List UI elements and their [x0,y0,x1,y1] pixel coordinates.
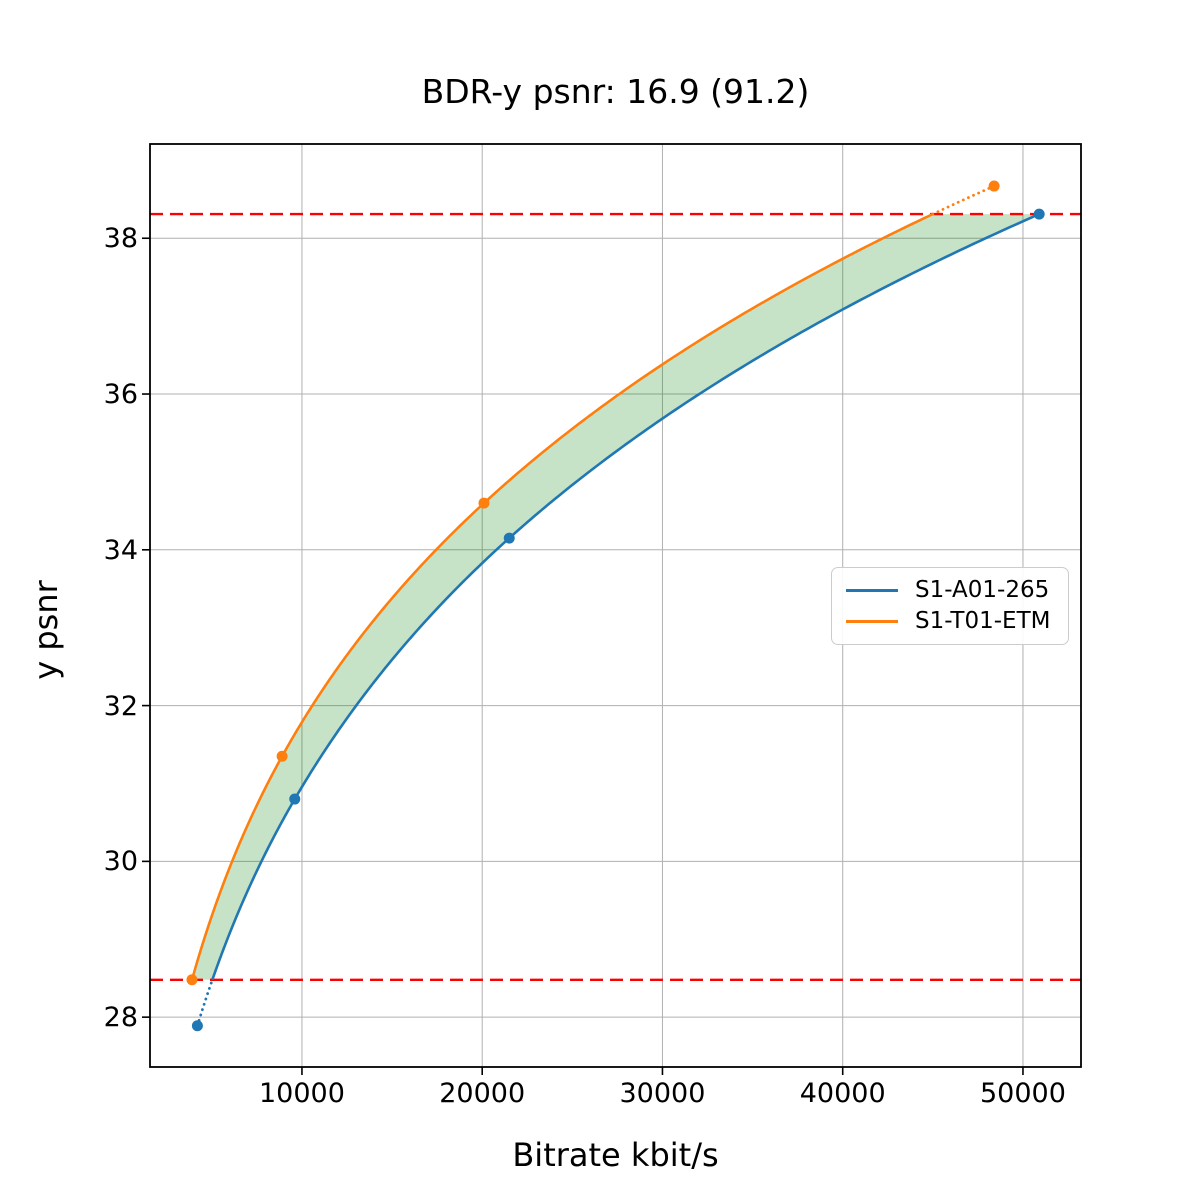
y-tick-label: 36 [103,379,138,411]
y-tick-label: 34 [103,534,138,566]
legend-label-series-0: S1-A01-265 [915,577,1050,603]
legend-entry: S1-A01-265 [846,579,1068,602]
curve-dotted-extrapolation [196,978,214,1028]
y-tick-label: 32 [103,690,138,722]
legend-label-series-1: S1-T01-ETM [915,608,1051,634]
legend: S1-A01-265 S1-T01-ETM [831,567,1069,645]
data-point [503,532,515,544]
series-curve-S1-T01-ETM [190,184,996,981]
x-tick-label: 10000 [258,1078,345,1109]
legend-line-sample-series-0 [846,589,898,592]
data-point [186,974,198,986]
plot-border [149,143,1082,1068]
data-point [276,750,288,762]
data-point [478,497,490,509]
y-tick-label: 38 [103,223,138,255]
data-point [988,180,1000,192]
y-tick-label: 30 [103,846,138,878]
data-point [191,1020,203,1032]
data-point [289,793,301,805]
chart-title: BDR-y psnr: 16.9 (91.2) [421,72,810,111]
y-tick-label: 28 [103,1002,138,1034]
legend-entry: S1-T01-ETM [846,610,1068,633]
overlap-bound-lines [150,212,1081,981]
x-tick-label: 50000 [980,1078,1066,1109]
curve-solid [190,212,934,981]
data-point [1033,208,1045,220]
series-curve-S1-A01-265 [196,212,1040,1028]
tick-marks [142,237,1024,1075]
series-markers-S1-A01-265 [191,208,1045,1032]
series-markers-S1-T01-ETM [186,180,1000,986]
legend-line-sample-series-1 [846,620,898,623]
x-tick-label: 40000 [799,1078,886,1109]
curve-solid [211,212,1040,981]
x-tick-label: 30000 [619,1078,706,1109]
x-axis-label: Bitrate kbit/s [512,1136,719,1174]
curve-dotted-extrapolation [931,184,996,216]
y-axis-label: y psnr [27,580,65,680]
x-tick-label: 20000 [439,1078,526,1109]
